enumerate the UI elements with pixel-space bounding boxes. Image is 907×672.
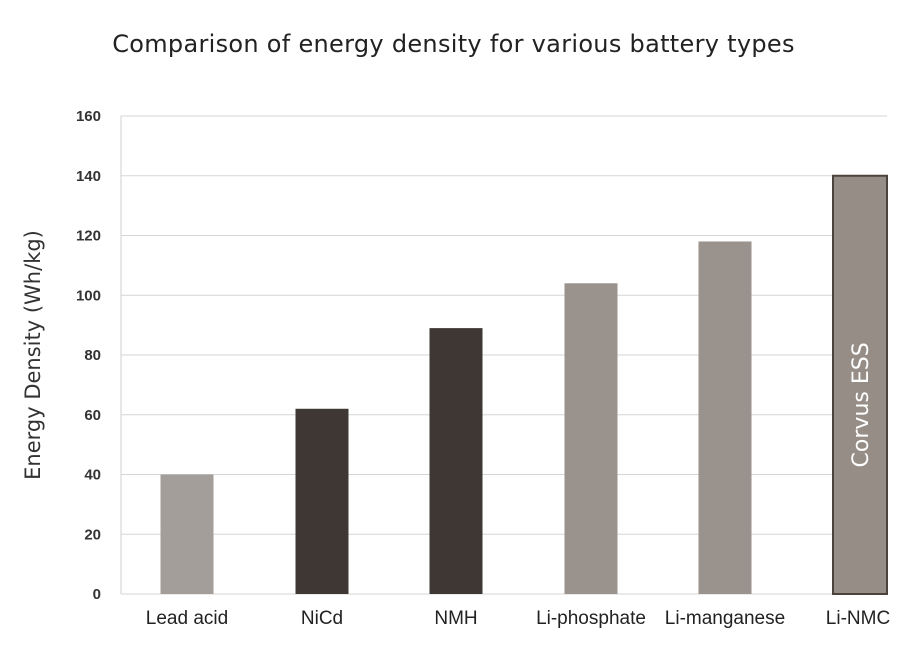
bar-nicd: [295, 408, 349, 594]
x-tick-label-nmh: NMH: [434, 608, 477, 629]
x-tick-label-li-manganese: Li-manganese: [665, 608, 785, 629]
y-tick-label-80: 80: [84, 347, 101, 364]
y-tick-label-60: 60: [84, 407, 101, 424]
y-tick-label-160: 160: [76, 108, 101, 125]
bar-nmh: [429, 328, 483, 594]
y-tick-label-100: 100: [76, 287, 101, 304]
x-tick-label-lead-acid: Lead acid: [146, 608, 228, 629]
gridlines: [121, 115, 887, 595]
x-tick-label-li-phosphate: Li-phosphate: [536, 608, 646, 629]
y-tick-label-120: 120: [76, 228, 101, 245]
x-tick-label-nicd: NiCd: [301, 608, 343, 629]
x-tick-label-li-nmc: Li-NMC: [826, 608, 890, 629]
y-tick-label-140: 140: [76, 168, 101, 185]
bar-lead-acid: [160, 474, 214, 594]
bar-annotation-corvus-ess: Corvus ESS: [849, 342, 874, 467]
bars: [160, 174, 888, 595]
chart-title: Comparison of energy density for various…: [112, 30, 795, 58]
bar-li-nmc: [832, 174, 888, 595]
y-axis-ticks: 0 20 40 60 80 100 120 140 160: [76, 108, 101, 603]
bar-li-phosphate: [564, 283, 618, 594]
y-axis-label: Energy Density (Wh/kg): [21, 230, 45, 480]
y-tick-label-40: 40: [84, 467, 101, 484]
y-tick-label-20: 20: [84, 526, 101, 543]
x-axis-categories: Lead acid NiCd NMH Li-phosphate Li-manganese…: [146, 608, 890, 629]
bar-li-manganese: [698, 241, 752, 594]
y-tick-label-0: 0: [93, 586, 101, 603]
